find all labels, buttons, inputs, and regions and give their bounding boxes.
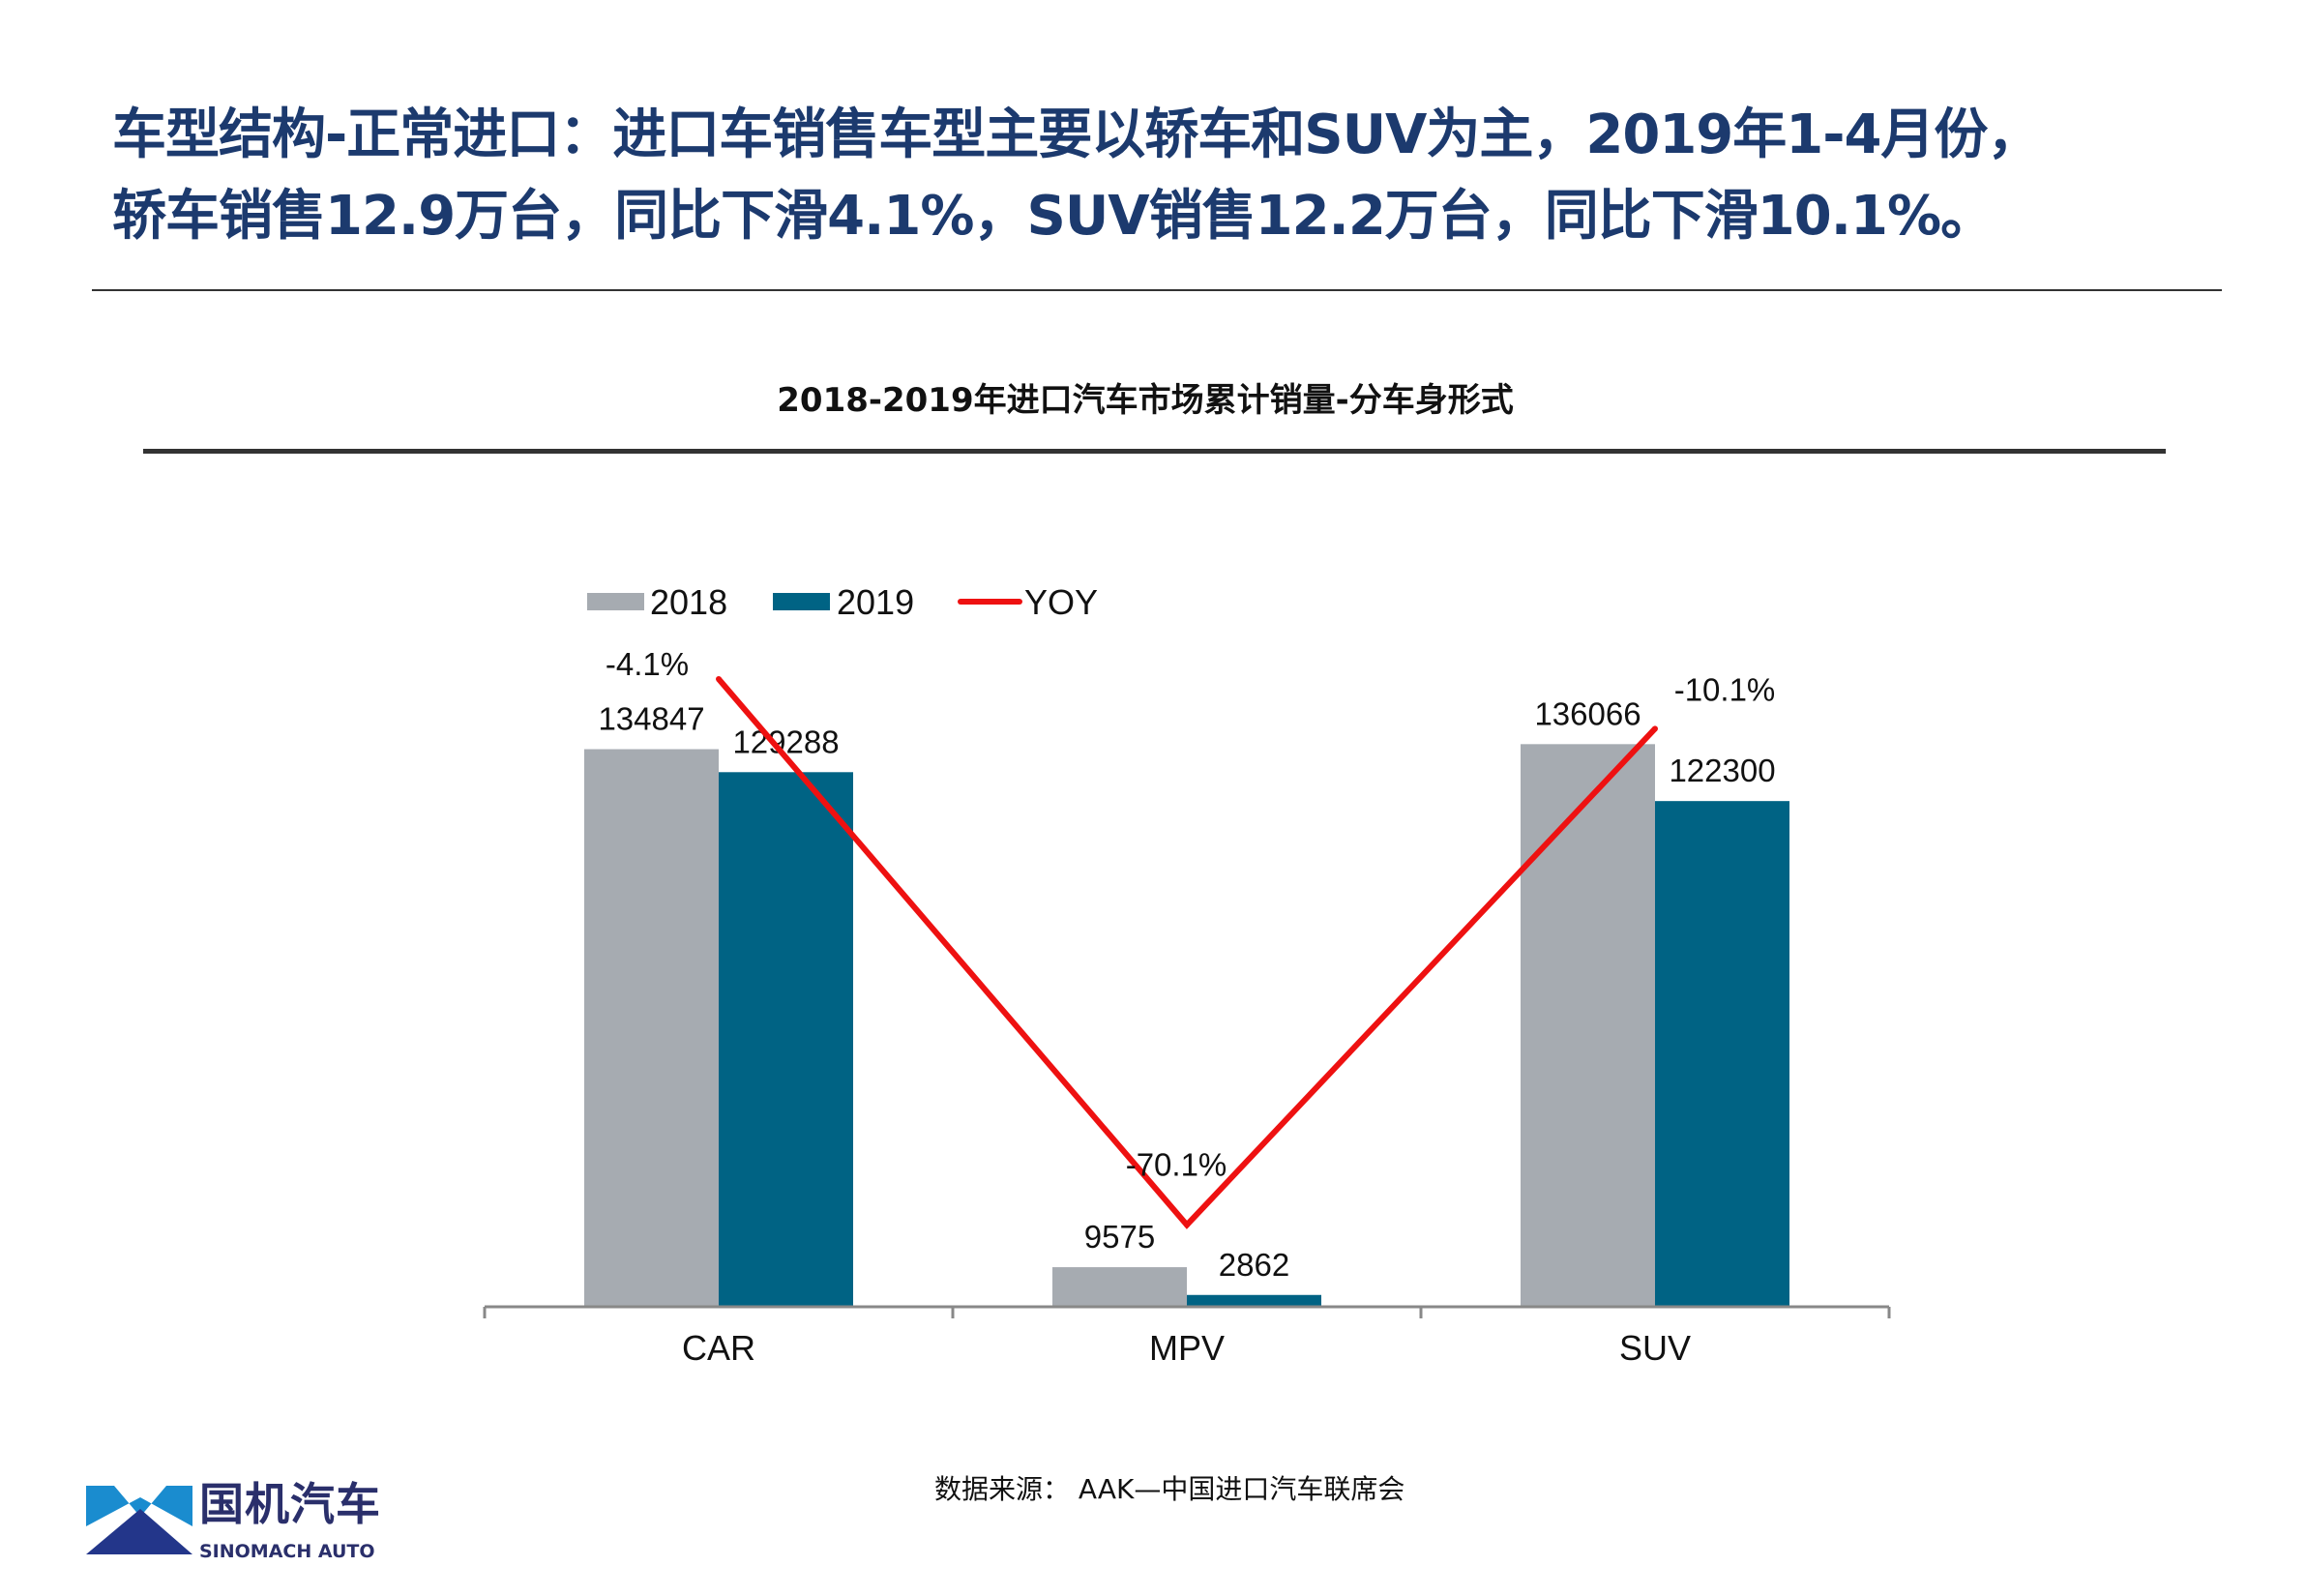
legend-label-2018: 2018 xyxy=(650,582,727,622)
header-divider xyxy=(92,289,2222,291)
category-label-mpv: MPV xyxy=(1149,1328,1225,1368)
logo-text-cn: 国机汽车 xyxy=(199,1478,381,1530)
yoy-label-mpv: -70.1% xyxy=(1126,1146,1227,1182)
category-label-car: CAR xyxy=(682,1328,755,1368)
yoy-label-car: -4.1% xyxy=(606,646,689,682)
yoy-point-suv xyxy=(1652,725,1658,732)
data-source: 数据来源： AAK—中国进口汽车联席会 xyxy=(934,1473,1405,1505)
yoy-point-mpv xyxy=(1184,1222,1190,1228)
bar-2019-car xyxy=(719,772,853,1307)
legend-label-2019: 2019 xyxy=(837,582,914,622)
legend-swatch-2018 xyxy=(587,593,644,610)
data-label-2018-car: 134847 xyxy=(598,701,704,737)
logo-text-en: SINOMACH AUTO xyxy=(199,1541,375,1562)
chart-title-divider xyxy=(143,449,2166,454)
data-label-2018-suv: 136066 xyxy=(1534,695,1641,731)
data-label-2018-mpv: 9575 xyxy=(1084,1219,1155,1255)
legend-label-yoy: YOY xyxy=(1024,582,1098,622)
data-label-2019-suv: 122300 xyxy=(1669,753,1775,788)
bar-2018-mpv xyxy=(1052,1267,1187,1307)
yoy-line xyxy=(716,677,1658,1229)
headline-line-2: 轿车销售12.9万台，同比下滑4.1%，SUV销售12.2万台，同比下滑10.1… xyxy=(112,185,1995,248)
headline: 车型结构-正常进口：进口车销售车型主要以轿车和SUV为主，2019年1-4月份，… xyxy=(112,95,2041,257)
legend-swatch-2019 xyxy=(773,593,830,610)
headline-line-1: 车型结构-正常进口：进口车销售车型主要以轿车和SUV为主，2019年1-4月份， xyxy=(112,103,2041,166)
data-label-2019-mpv: 2862 xyxy=(1219,1247,1289,1283)
bar-2019-suv xyxy=(1655,801,1789,1307)
bar-2018-suv xyxy=(1521,744,1655,1307)
chart-title: 2018-2019年进口汽车市场累计销量-分车身形式 xyxy=(777,381,1514,420)
bar-2019-mpv xyxy=(1187,1294,1321,1307)
yoy-point-car xyxy=(716,676,722,683)
yoy-label-suv: -10.1% xyxy=(1674,671,1776,707)
category-label-suv: SUV xyxy=(1619,1328,1691,1368)
bar-2018-car xyxy=(584,749,719,1307)
